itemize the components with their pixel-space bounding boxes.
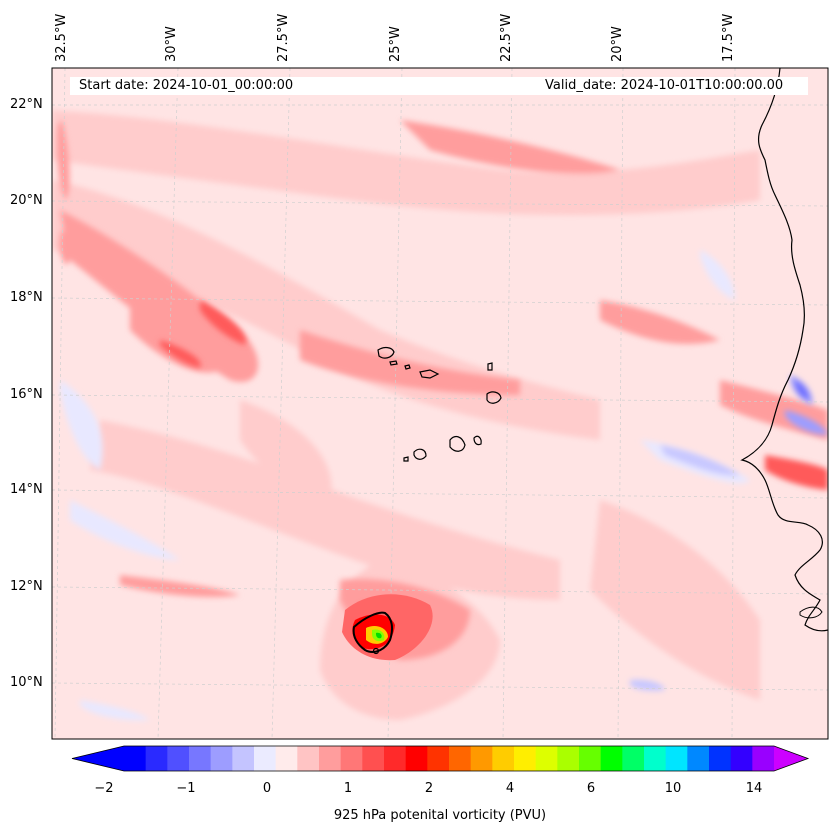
african-coastline — [740, 68, 828, 632]
colorbar-swatch — [210, 746, 233, 771]
colorbar-swatch — [405, 746, 428, 771]
lon-label: 30°W — [164, 26, 179, 62]
lat-label: 10°N — [10, 675, 43, 690]
colorbar-swatch — [470, 746, 493, 771]
header-band — [70, 77, 808, 95]
colorbar-swatch — [557, 746, 580, 771]
pv-field-medium — [57, 120, 828, 660]
colorbar-swatch — [362, 746, 385, 771]
lat-label: 14°N — [10, 482, 43, 497]
colorbar-tick: 0 — [262, 781, 272, 796]
colorbar-swatch — [514, 746, 537, 771]
valid-date-label: Valid_date: 2024-10-01T10:00:00.00 — [545, 78, 784, 93]
colorbar-outline — [71, 745, 810, 772]
lat-label: 20°N — [10, 193, 43, 208]
map-field — [52, 68, 828, 739]
colorbar-swatch — [687, 746, 710, 771]
colorbar-swatch — [665, 746, 688, 771]
map-frame — [51, 67, 829, 740]
colorbar-tick: 1 — [343, 781, 353, 796]
colorbar-tick: −1 — [176, 781, 196, 796]
lat-label: 18°N — [10, 290, 43, 305]
colorbar-swatch — [622, 746, 645, 771]
cyclone-core — [342, 594, 433, 661]
colorbar-tick: −2 — [94, 781, 114, 796]
colorbar-swatch — [189, 746, 212, 771]
colorbar-swatch — [384, 746, 407, 771]
colorbar-swatch — [145, 746, 168, 771]
lon-label: 32.5°W — [54, 13, 69, 62]
colorbar-swatch — [254, 746, 277, 771]
colorbar-swatch — [492, 746, 515, 771]
lon-label: 20°W — [610, 26, 625, 62]
colorbar-tick: 14 — [745, 781, 763, 796]
colorbar-tick: 2 — [424, 781, 434, 796]
colorbar-swatch — [232, 746, 255, 771]
pv-field-negative — [60, 250, 828, 721]
lon-label: 22.5°W — [499, 13, 514, 62]
lon-label: 27.5°W — [276, 13, 291, 62]
start-date-label: Start date: 2024-10-01_00:00:00 — [79, 78, 294, 93]
cape-verde-islands — [377, 346, 502, 462]
lon-label: 17.5°W — [721, 13, 736, 62]
colorbar-extend-low — [72, 746, 124, 771]
colorbar-extend-high — [774, 746, 808, 771]
colorbar-swatch — [449, 746, 472, 771]
lon-label: 25°W — [388, 26, 403, 62]
lat-label: 12°N — [10, 579, 43, 594]
colorbar-swatch — [297, 746, 320, 771]
colorbar-swatch — [167, 746, 190, 771]
lat-label: 22°N — [10, 97, 43, 112]
colorbar-swatch — [535, 746, 558, 771]
colorbar-swatch — [709, 746, 732, 771]
colorbar — [71, 745, 810, 772]
colorbar-swatch — [579, 746, 602, 771]
colorbar-swatch — [600, 746, 623, 771]
lat-label: 16°N — [10, 387, 43, 402]
colorbar-title: 925 hPa potenital vorticity (PVU) — [333, 808, 547, 823]
colorbar-swatch — [124, 746, 147, 771]
colorbar-swatch — [275, 746, 298, 771]
colorbar-swatch — [752, 746, 775, 771]
colorbar-swatch — [644, 746, 667, 771]
colorbar-tick: 4 — [505, 781, 515, 796]
colorbar-swatch — [730, 746, 753, 771]
colorbar-swatch — [340, 746, 363, 771]
colorbar-tick: 6 — [586, 781, 596, 796]
colorbar-tick: 10 — [664, 781, 682, 796]
colorbar-swatch — [427, 746, 450, 771]
colorbar-swatch — [319, 746, 342, 771]
